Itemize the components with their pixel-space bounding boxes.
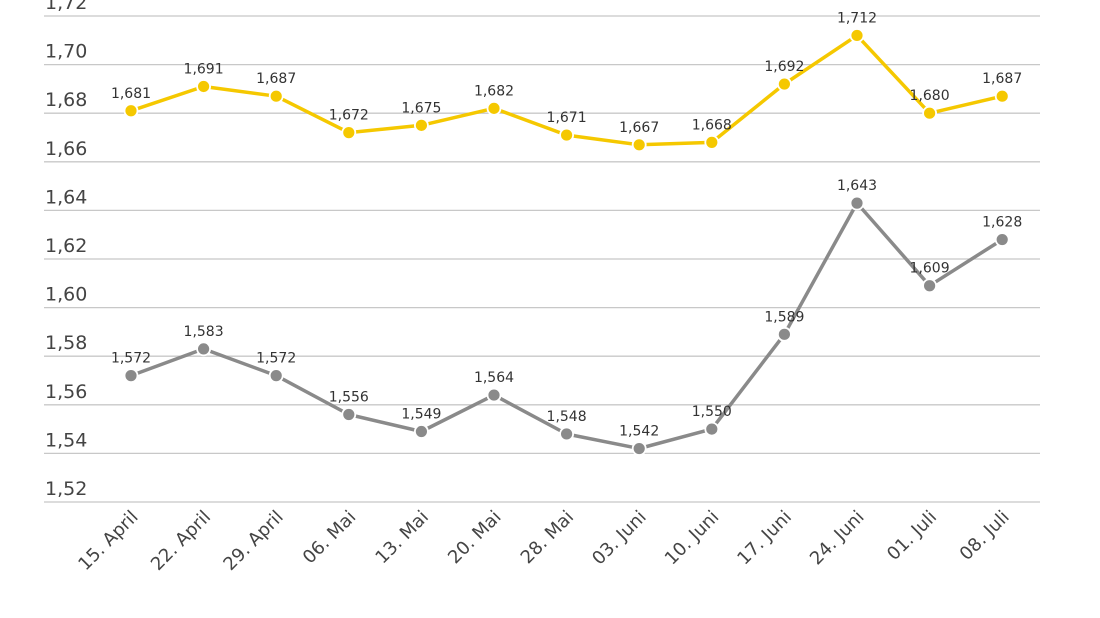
x-tick-label: 06. Mai — [299, 507, 360, 568]
x-tick-label: 01. Juli — [883, 507, 941, 565]
y-tick-label: 1,66 — [45, 138, 87, 160]
data-point — [922, 105, 937, 121]
data-label: 1,691 — [184, 61, 224, 77]
data-point — [268, 88, 284, 104]
x-tick-label: 22. April — [147, 507, 215, 575]
data-label: 1,550 — [692, 404, 732, 420]
data-point — [486, 387, 502, 403]
data-label: 1,692 — [764, 59, 804, 75]
data-label: 1,609 — [910, 261, 950, 277]
x-tick-label: 13. Mai — [371, 507, 432, 568]
data-point — [486, 100, 502, 116]
data-point — [704, 421, 720, 437]
data-point — [777, 76, 792, 92]
y-tick-label: 1,72 — [45, 0, 87, 14]
data-point — [559, 127, 574, 143]
data-label: 1,564 — [474, 370, 514, 386]
y-tick-label: 1,54 — [45, 429, 87, 451]
data-label: 1,542 — [619, 424, 659, 440]
data-label: 1,671 — [547, 110, 587, 126]
y-tick-label: 1,58 — [45, 332, 87, 354]
data-label: 1,668 — [692, 117, 732, 133]
data-point — [849, 28, 865, 43]
data-label: 1,682 — [474, 83, 514, 99]
data-point — [849, 195, 865, 211]
data-point — [559, 426, 574, 442]
data-point — [196, 341, 212, 357]
y-tick-label: 1,64 — [45, 186, 87, 208]
x-tick-label: 20. Mai — [444, 507, 505, 568]
data-label: 1,675 — [401, 100, 441, 116]
y-tick-label: 1,62 — [45, 235, 87, 257]
x-tick-label: 24. Juni — [806, 507, 869, 570]
data-point — [341, 125, 357, 141]
x-axis-tick-labels: 15. April 22. April 29. April 06. Mai 13. Ma… — [74, 507, 1013, 575]
y-tick-label: 1,56 — [45, 381, 87, 403]
data-label: 1,572 — [111, 351, 151, 367]
y-tick-label: 1,52 — [45, 478, 87, 500]
data-label: 1,667 — [619, 120, 659, 136]
x-tick-label: 10. Juni — [661, 507, 724, 570]
data-point — [413, 424, 429, 439]
x-tick-label: 28. Mai — [517, 507, 578, 568]
data-label: 1,681 — [111, 86, 151, 102]
data-labels: 1,681 1,691 1,687 1,672 1,675 1,682 1,671 1,667… — [111, 10, 1022, 439]
data-point — [922, 278, 937, 294]
y-tick-label: 1,70 — [45, 41, 87, 63]
series-lines — [123, 28, 1010, 456]
x-tick-label: 08. Juli — [956, 507, 1014, 565]
data-point — [123, 103, 139, 119]
data-label: 1,556 — [329, 390, 369, 406]
data-point — [704, 134, 720, 150]
data-point — [994, 232, 1010, 247]
data-point — [123, 368, 139, 384]
y-tick-label: 1,60 — [45, 284, 87, 306]
data-point — [413, 117, 429, 133]
data-label: 1,643 — [837, 178, 877, 194]
data-label: 1,628 — [982, 215, 1022, 231]
data-point — [341, 407, 357, 422]
data-point — [268, 368, 284, 384]
data-point — [631, 441, 647, 456]
data-label: 1,548 — [547, 409, 587, 425]
data-label: 1,589 — [764, 309, 804, 325]
data-point — [994, 88, 1010, 104]
data-label: 1,712 — [837, 10, 877, 26]
y-axis-tick-labels: 1,52 1,54 1,56 1,58 1,60 1,62 1,64 1,66 1,68 1,70… — [45, 0, 87, 500]
data-label: 1,687 — [256, 71, 296, 87]
x-tick-label: 29. April — [219, 507, 287, 575]
x-tick-label: 17. Juni — [733, 507, 796, 570]
data-label: 1,680 — [910, 88, 950, 104]
gridlines — [44, 15, 1040, 503]
data-point — [631, 137, 647, 153]
x-tick-label: 15. April — [74, 507, 142, 575]
data-label: 1,672 — [329, 108, 369, 124]
data-label: 1,572 — [256, 351, 296, 367]
x-tick-label: 03. Juni — [588, 507, 651, 570]
data-point — [196, 79, 212, 94]
data-label: 1,687 — [982, 71, 1022, 87]
data-label: 1,549 — [401, 407, 441, 423]
data-point — [777, 326, 792, 342]
data-label: 1,583 — [184, 324, 224, 340]
y-tick-label: 1,68 — [45, 89, 87, 111]
